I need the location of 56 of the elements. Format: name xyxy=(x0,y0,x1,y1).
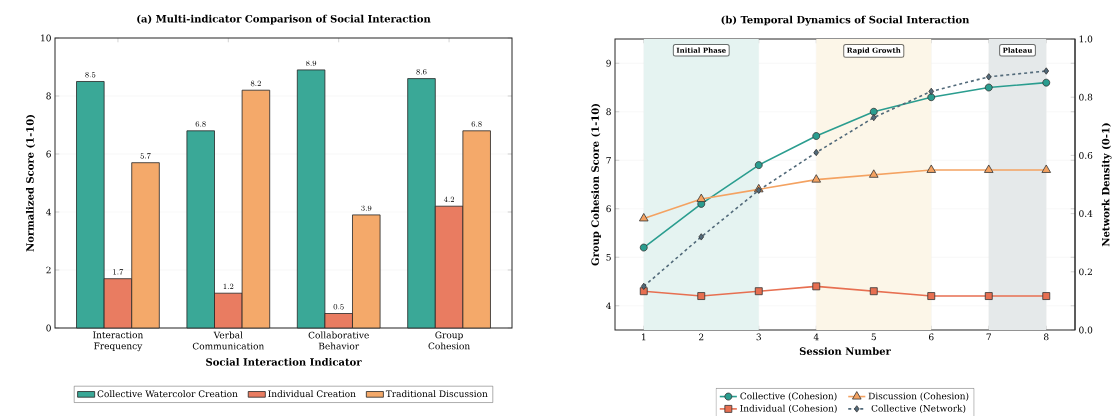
x-axis-title: Social Interaction Indicator xyxy=(206,358,362,366)
data-label: 0.5 xyxy=(333,303,344,310)
y-tick-label: 8 xyxy=(606,108,611,116)
x-tick-label: 2 xyxy=(699,333,704,341)
x-tick-label: 7 xyxy=(986,333,991,341)
x-tick-label: Group Cohesion xyxy=(428,331,470,350)
x-tick-label: 5 xyxy=(871,333,876,341)
legend-label: Collective (Network) xyxy=(871,404,966,413)
y-tick-label: 5 xyxy=(606,253,611,261)
legend-label: Individual Creation xyxy=(268,390,356,398)
y-axis-title: Group Cohesion Score (1-10) xyxy=(591,104,601,266)
y-tick-label: 4 xyxy=(606,302,612,310)
x-tick-label: Interaction Frequency xyxy=(93,331,144,352)
y-tick-label: 7 xyxy=(606,156,611,164)
y2-axis-title: Network Density (0-1) xyxy=(1101,123,1112,247)
legend-label: Collective Watercolor Creation xyxy=(97,390,238,398)
x-tick-label: 4 xyxy=(813,333,819,341)
data-label: 4.2 xyxy=(443,196,455,202)
y2-tick-label: 0.4 xyxy=(1079,210,1093,217)
data-label: 8.2 xyxy=(250,80,261,87)
data-label: 3.9 xyxy=(361,205,372,211)
y-tick-label: 4 xyxy=(46,208,52,216)
y-tick-label: 0 xyxy=(46,324,51,332)
x-tick-label: 3 xyxy=(756,333,761,341)
x-tick-label: Verbal Communication xyxy=(192,331,265,350)
y-tick-label: 8 xyxy=(46,92,51,100)
y2-tick-label: 0.8 xyxy=(1079,93,1093,101)
data-label: 1 .7 xyxy=(113,269,124,275)
data-label: 1 .2 xyxy=(223,283,234,289)
chart-title: (b) Temporal Dynamics of Social Interaction xyxy=(721,15,970,26)
data-label: 8.9 xyxy=(306,60,317,66)
x-tick-label: Collaborative Behavior xyxy=(308,331,369,350)
y2-tick-label: 0.0 xyxy=(1079,326,1093,334)
legend-label: Discussion (Cohesion) xyxy=(868,392,969,401)
chart-title: (a) Multi-indicator Comparison of Social Interaction xyxy=(137,14,431,25)
data-label: 6.8 xyxy=(195,121,206,127)
y-tick-label: 6 xyxy=(46,150,51,158)
y-tick-label: 9 xyxy=(606,59,611,67)
y-tick-label: 2 xyxy=(46,266,51,274)
y-tick-label: 6 xyxy=(606,205,611,213)
x-tick-label: 8 xyxy=(1043,333,1049,341)
y-axis-title: Normalized Score (1-10) xyxy=(25,115,36,252)
legend-label: Traditional Discussion xyxy=(385,390,488,398)
data-label: 6.8 xyxy=(471,121,482,127)
y2-tick-label: 0.6 xyxy=(1079,152,1093,159)
legend-label: Individual (Cohesion) xyxy=(740,404,837,413)
y-tick-label: 10 xyxy=(41,34,51,42)
x-axis-title: Session Number xyxy=(799,347,891,355)
data-label: 8.5 xyxy=(85,71,96,78)
y2-tick-label: 0.2 xyxy=(1079,268,1092,276)
y2-tick-label: 1.0 xyxy=(1079,35,1093,43)
data-label: 8.6 xyxy=(416,69,427,75)
data-label: 5.7 xyxy=(140,153,151,159)
x-tick-label: 6 xyxy=(928,333,934,341)
legend-label: Collective (Cohesion) xyxy=(740,392,837,401)
x-tick-label: 1 xyxy=(641,333,646,341)
